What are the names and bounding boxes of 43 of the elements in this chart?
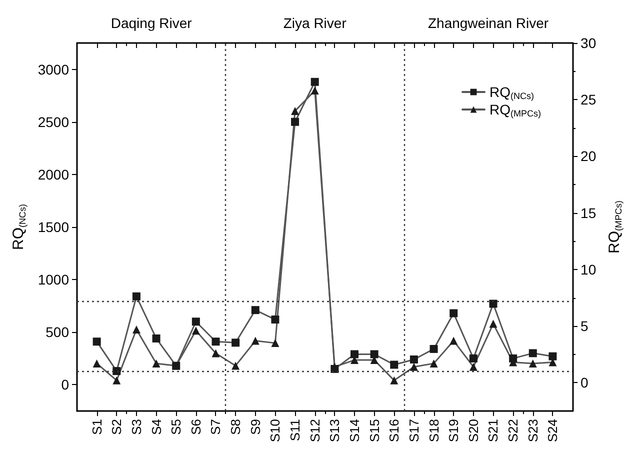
y2-tick-label: 0 xyxy=(580,374,589,391)
x-tick-label: S16 xyxy=(386,419,402,442)
x-tick-label: S10 xyxy=(268,419,283,442)
y-tick-label: 2500 xyxy=(38,114,70,130)
x-tick-label: S11 xyxy=(288,419,303,442)
y2-tick-label: 25 xyxy=(580,92,596,108)
x-tick-label: S19 xyxy=(446,419,462,442)
x-tick-label: S13 xyxy=(327,419,342,442)
text: Daqing River xyxy=(110,15,192,31)
x-tick-label: S22 xyxy=(506,419,521,442)
y-tick-label: 1000 xyxy=(38,272,70,288)
y2-tick-label: 15 xyxy=(580,204,596,221)
y-tick-label: 1500 xyxy=(38,219,70,235)
x-tick-label: S8 xyxy=(228,419,244,435)
x-tick-label: S15 xyxy=(366,419,382,442)
y2-tick-label: 5 xyxy=(580,318,589,334)
y2-tick-label: 20 xyxy=(580,148,596,164)
x-tick-label: S18 xyxy=(426,419,442,442)
x-tick-label: S12 xyxy=(307,419,322,442)
y-tick-label: 500 xyxy=(46,324,70,340)
y-tick-label: 0 xyxy=(61,376,70,393)
x-tick-label: S20 xyxy=(466,419,481,442)
x-tick-label: S23 xyxy=(525,419,540,442)
x-tick-label: S24 xyxy=(545,419,560,442)
x-tick-label: S3 xyxy=(128,419,144,435)
y2-axis-title: RQ(MPCs) xyxy=(606,200,624,254)
x-tick-label: S7 xyxy=(208,419,224,435)
x-tick-label: S14 xyxy=(346,419,362,442)
x-tick-label: S6 xyxy=(188,419,204,435)
text: Zhangweinan River xyxy=(428,15,549,31)
text: Ziya River xyxy=(283,15,347,31)
y-axis-title: RQ(NCs) xyxy=(10,204,28,250)
y2-tick-label: 30 xyxy=(580,35,596,51)
y2-tick-label: 10 xyxy=(580,261,596,278)
x-tick-label: S4 xyxy=(148,419,164,435)
x-tick-label: S2 xyxy=(109,419,124,435)
x-tick-label: S9 xyxy=(248,419,263,435)
x-tick-label: S21 xyxy=(486,419,501,442)
y-tick-label: 2000 xyxy=(38,166,70,182)
y-tick-label: 3000 xyxy=(38,61,70,78)
x-tick-label: S1 xyxy=(89,419,104,435)
x-tick-label: S5 xyxy=(168,419,184,435)
x-tick-label: S17 xyxy=(406,419,422,442)
